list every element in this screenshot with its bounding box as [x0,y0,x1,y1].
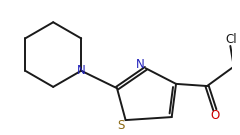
Text: O: O [210,109,219,122]
Text: N: N [77,64,86,77]
Text: S: S [118,119,125,132]
Text: Cl: Cl [225,33,237,46]
Text: N: N [136,58,145,71]
